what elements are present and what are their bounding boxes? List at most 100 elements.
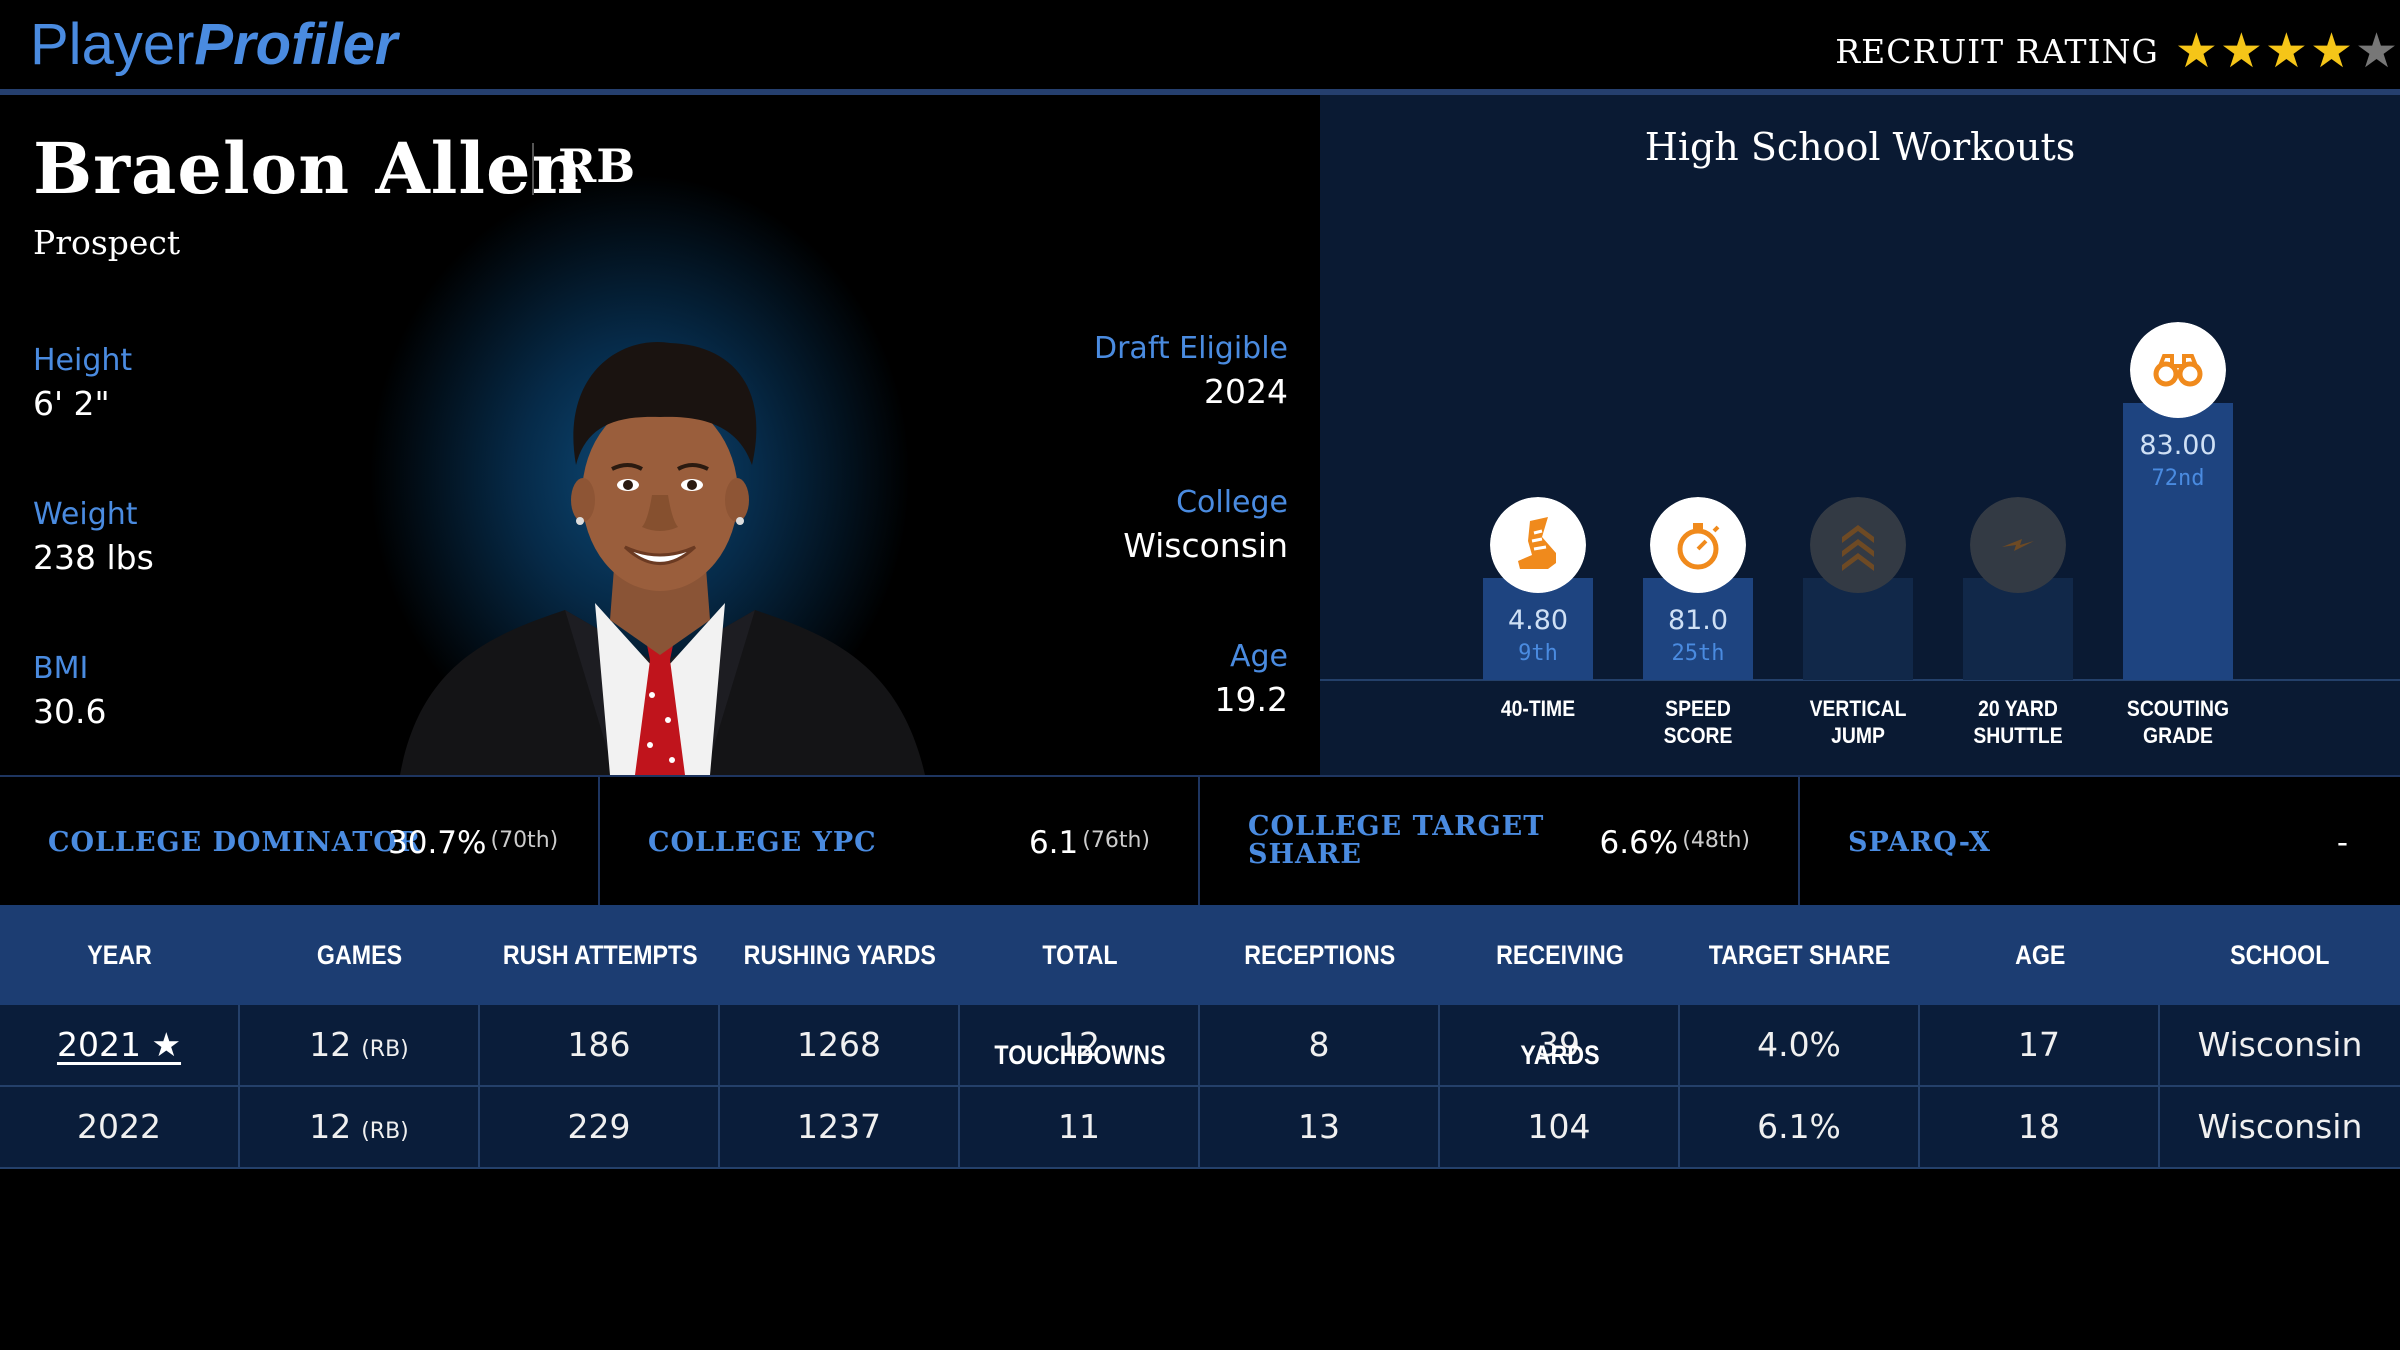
college-value: Wisconsin bbox=[1123, 526, 1288, 565]
cell-age: 18 bbox=[1920, 1087, 2160, 1167]
workout-bar bbox=[1483, 578, 1593, 680]
college-metrics-strip: COLLEGE DOMINATOR 30.7% (70th) COLLEGE YP… bbox=[0, 775, 2400, 907]
cell-school: Wisconsin bbox=[2197, 1107, 2363, 1146]
college-stats-table: YEAR GAMES RUSH ATTEMPTS RUSHING YARDS T… bbox=[0, 905, 2400, 1169]
logo-part-profiler: Profiler bbox=[194, 12, 398, 77]
column-header-age[interactable]: AGE bbox=[1920, 905, 2160, 1005]
metric-percentile: (76th) bbox=[1082, 828, 1150, 853]
workout-percentile: 9th bbox=[1518, 641, 1558, 666]
stopwatch-icon bbox=[1650, 497, 1746, 593]
player-position: RB bbox=[558, 139, 636, 193]
workout-label-line: JUMP bbox=[1831, 723, 1885, 748]
table-row: 2022 12 (RB) 229 1237 11 13 104 6.1% 18 W… bbox=[0, 1087, 2400, 1169]
metric-value: 30.7% (70th) bbox=[388, 825, 558, 861]
workout-20-yard-shuttle[interactable] bbox=[1963, 95, 2073, 680]
star-empty-icon: ★ bbox=[2354, 23, 2398, 79]
star-icon: ★ bbox=[2264, 23, 2308, 79]
metric-label: SPARQ-X bbox=[1848, 829, 1991, 857]
metric-value: 6.1 (76th) bbox=[1029, 825, 1150, 861]
workout-label-vertical-jump: VERTICAL JUMP bbox=[1788, 695, 1929, 749]
metric-college-dominator[interactable]: COLLEGE DOMINATOR 30.7% (70th) bbox=[0, 777, 600, 907]
header-divider bbox=[0, 89, 2400, 95]
column-header-text: YEAR bbox=[87, 940, 153, 970]
metric-label-line: COLLEGE TARGET bbox=[1248, 811, 1545, 842]
metric-sparq-x[interactable]: SPARQ-X - bbox=[1800, 777, 2400, 907]
column-header-games[interactable]: GAMES bbox=[240, 905, 480, 1005]
workout-label-line: SCORE bbox=[1663, 723, 1733, 748]
bmi-label: BMI bbox=[33, 651, 89, 686]
metric-number: 6.1 bbox=[1028, 825, 1079, 861]
column-header-rushing-yards[interactable]: RUSHING YARDS bbox=[720, 905, 960, 1005]
workouts-title: High School Workouts bbox=[1644, 125, 2076, 169]
workout-label-line: GRADE bbox=[2143, 723, 2213, 748]
column-header-text: RECEPTIONS bbox=[1244, 940, 1396, 970]
draft-eligible-value: 2024 bbox=[1204, 372, 1288, 411]
table-header: YEAR GAMES RUSH ATTEMPTS RUSHING YARDS T… bbox=[0, 905, 2400, 1070]
workout-label-line: SCOUTING bbox=[2126, 696, 2230, 721]
column-header-target-share[interactable]: TARGET SHARE bbox=[1680, 905, 1920, 1005]
recruit-rating: RECRUIT RATING ★ ★ ★ ★ ★ bbox=[1835, 26, 2400, 76]
workout-label-scouting-grade: SCOUTING GRADE bbox=[2108, 695, 2249, 749]
logo-part-player: Player bbox=[30, 12, 195, 77]
cell-school: Wisconsin bbox=[2197, 1025, 2363, 1064]
cell-total-touchdowns: 12 bbox=[960, 1005, 1200, 1085]
metric-percentile: (70th) bbox=[490, 828, 559, 853]
metric-college-target-share[interactable]: COLLEGE TARGET SHARE 6.6% (48th) bbox=[1200, 777, 1800, 907]
column-header-receiving-yards[interactable]: RECEIVING YARDS bbox=[1440, 905, 1680, 1070]
workout-label-40-time: 40-TIME bbox=[1468, 695, 1609, 722]
workout-scouting-grade[interactable]: 83.00 72nd bbox=[2123, 95, 2233, 680]
column-header-text: AGE bbox=[2014, 940, 2066, 970]
column-header-text: GAMES bbox=[317, 940, 403, 970]
bmi-value: 30.6 bbox=[33, 692, 107, 731]
games-value: 12 bbox=[309, 1025, 352, 1064]
cell-target-share: 4.0% bbox=[1680, 1005, 1920, 1085]
games-position: (RB) bbox=[361, 1037, 409, 1062]
cell-games: 12 (RB) bbox=[240, 1005, 480, 1085]
workout-bar bbox=[1803, 578, 1913, 680]
workout-vertical-jump[interactable] bbox=[1803, 95, 1913, 680]
top-bar: PlayerProfiler RECRUIT RATING ★ ★ ★ ★ ★ bbox=[0, 0, 2400, 95]
year-link[interactable]: 2021 ★ bbox=[56, 1025, 182, 1064]
metric-number: 6.6% bbox=[1599, 825, 1679, 861]
lightning-icon bbox=[1970, 497, 2066, 593]
metric-label-line: SPARQ-X bbox=[1848, 827, 1991, 858]
metric-value: 6.6% (48th) bbox=[1600, 825, 1751, 861]
column-header-text: SCHOOL bbox=[2230, 940, 2330, 970]
metric-number: - bbox=[2336, 825, 2348, 861]
workout-label-line: 40-TIME bbox=[1500, 696, 1576, 721]
workout-speed-score[interactable]: 81.0 25th bbox=[1643, 95, 1753, 680]
column-header-text: TOTAL TOUCHDOWNS bbox=[994, 940, 1166, 1070]
age-value: 19.2 bbox=[1214, 680, 1288, 719]
column-header-total-touchdowns[interactable]: TOTAL TOUCHDOWNS bbox=[960, 905, 1200, 1070]
running-shoe-icon bbox=[1490, 497, 1586, 593]
age-label: Age bbox=[1229, 639, 1288, 674]
metric-college-ypc[interactable]: COLLEGE YPC 6.1 (76th) bbox=[600, 777, 1200, 907]
workout-40-time[interactable]: 4.80 9th bbox=[1483, 95, 1593, 680]
height-value: 6' 2" bbox=[33, 384, 110, 423]
column-header-receptions[interactable]: RECEPTIONS bbox=[1200, 905, 1440, 1005]
player-name: Braelon Allen bbox=[33, 127, 584, 210]
height-label: Height bbox=[33, 343, 133, 378]
column-header-text: RUSH ATTEMPTS bbox=[502, 940, 698, 970]
workouts-baseline bbox=[1320, 679, 2400, 681]
metric-percentile: (48th) bbox=[1682, 828, 1750, 853]
height-stat: Height 6' 2" bbox=[33, 343, 132, 423]
column-header-year[interactable]: YEAR bbox=[0, 905, 240, 1005]
cell-rushing-yards: 1237 bbox=[720, 1087, 960, 1167]
workout-label-line: VERTICAL bbox=[1809, 696, 1907, 721]
site-logo[interactable]: PlayerProfiler bbox=[30, 10, 397, 80]
cell-year[interactable]: 2021 ★ bbox=[0, 1005, 240, 1085]
binoculars-icon bbox=[2130, 322, 2226, 418]
table-row: 2021 ★ 12 (RB) 186 1268 12 8 39 4.0% 17 W… bbox=[0, 1005, 2400, 1087]
cell-rush-attempts: 186 bbox=[480, 1005, 720, 1085]
metric-label-line: COLLEGE DOMINATOR bbox=[48, 827, 422, 858]
column-header-rush-attempts[interactable]: RUSH ATTEMPTS bbox=[480, 905, 720, 1005]
college-label: College bbox=[1176, 485, 1288, 520]
cell-rushing-yards: 1268 bbox=[720, 1005, 960, 1085]
column-header-school[interactable]: SCHOOL bbox=[2160, 905, 2400, 1005]
metric-label: COLLEGE YPC bbox=[648, 829, 877, 857]
chevrons-up-icon bbox=[1810, 497, 1906, 593]
workout-bar bbox=[2123, 403, 2233, 680]
player-headshot bbox=[400, 342, 925, 775]
age-stat: Age 19.2 bbox=[1215, 639, 1288, 719]
